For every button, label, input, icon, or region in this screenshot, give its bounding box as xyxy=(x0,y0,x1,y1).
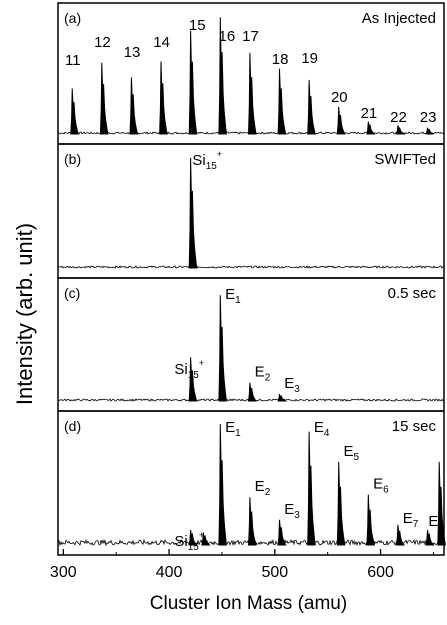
panel-label: (c) xyxy=(64,285,80,301)
peak-label: E5 xyxy=(344,443,360,463)
peak-mark xyxy=(336,106,346,135)
panel-condition: 15 sec xyxy=(392,418,437,435)
peak-mark xyxy=(366,494,376,546)
peak-mark xyxy=(188,157,198,269)
peak-label: 14 xyxy=(153,34,170,51)
peak-mark xyxy=(277,68,287,135)
peak-mark xyxy=(188,357,198,402)
baseline-noise xyxy=(57,265,445,269)
peak-mark xyxy=(437,461,446,546)
peak-mark xyxy=(218,423,227,546)
y-axis-label: Intensity (arb. unit) xyxy=(12,222,37,406)
peak-mark xyxy=(129,77,139,135)
panel-label: (d) xyxy=(64,418,81,434)
peak-mark xyxy=(395,125,406,135)
peak-label: E3 xyxy=(284,501,300,521)
peak-mark xyxy=(307,431,316,546)
peak-mark xyxy=(247,382,257,402)
peak-mark xyxy=(366,121,376,135)
peak-label: 16 xyxy=(219,28,236,45)
peak-label: 17 xyxy=(242,28,259,45)
peak-label: 13 xyxy=(124,44,141,61)
peak-mark xyxy=(218,17,227,135)
peak-label: Si15+ xyxy=(174,530,204,553)
peak-label: 15 xyxy=(189,17,206,34)
peak-mark xyxy=(247,497,257,546)
x-tick-label: 400 xyxy=(156,564,183,581)
peak-mark xyxy=(336,461,346,546)
peak-mark xyxy=(218,295,227,402)
x-tick-label: 500 xyxy=(261,564,288,581)
x-axis-label: Cluster Ion Mass (amu) xyxy=(149,593,348,614)
peak-label: E4 xyxy=(314,419,330,439)
peak-mark xyxy=(395,524,405,546)
peak-label: Si15+ xyxy=(192,149,222,172)
peak-label: E2 xyxy=(255,478,271,498)
panel-condition: SWIFTed xyxy=(374,151,436,168)
peak-mark xyxy=(99,62,109,135)
panel-frame xyxy=(57,410,445,556)
panel-label: (b) xyxy=(64,151,81,167)
peak-label: 23 xyxy=(420,109,437,126)
peak-label: E2 xyxy=(255,364,271,384)
peak-label: E3 xyxy=(284,375,300,395)
peak-label: 11 xyxy=(65,52,81,69)
peak-mark xyxy=(188,529,198,546)
peak-label: 19 xyxy=(301,50,318,67)
peak-label: 12 xyxy=(94,34,111,51)
panel-label: (a) xyxy=(64,10,81,26)
peak-label: E8 xyxy=(428,513,444,533)
peak-label: E1 xyxy=(225,286,241,306)
peak-mark xyxy=(277,393,288,402)
peak-label: E1 xyxy=(225,419,241,439)
peak-mark xyxy=(247,52,257,135)
peak-label: 18 xyxy=(272,51,289,68)
peak-mark xyxy=(425,127,434,135)
peak-label: 22 xyxy=(390,109,407,126)
peak-mark xyxy=(70,88,79,135)
peak-mark xyxy=(201,532,211,546)
peak-mark xyxy=(307,79,316,135)
peak-label: E7 xyxy=(403,510,419,530)
peak-label: E6 xyxy=(373,476,389,496)
peak-label: 21 xyxy=(361,105,378,122)
x-tick-label: 600 xyxy=(367,564,394,581)
peak-label: 20 xyxy=(331,89,348,106)
peak-mark xyxy=(159,61,168,135)
x-tick-label: 300 xyxy=(50,564,77,581)
panel-condition: 0.5 sec xyxy=(388,285,437,302)
peak-mark xyxy=(188,30,198,135)
peak-mark xyxy=(425,529,435,546)
panel-condition: As Injected xyxy=(362,10,436,27)
peak-mark xyxy=(277,519,287,546)
peak-label: Si15+ xyxy=(174,358,204,381)
